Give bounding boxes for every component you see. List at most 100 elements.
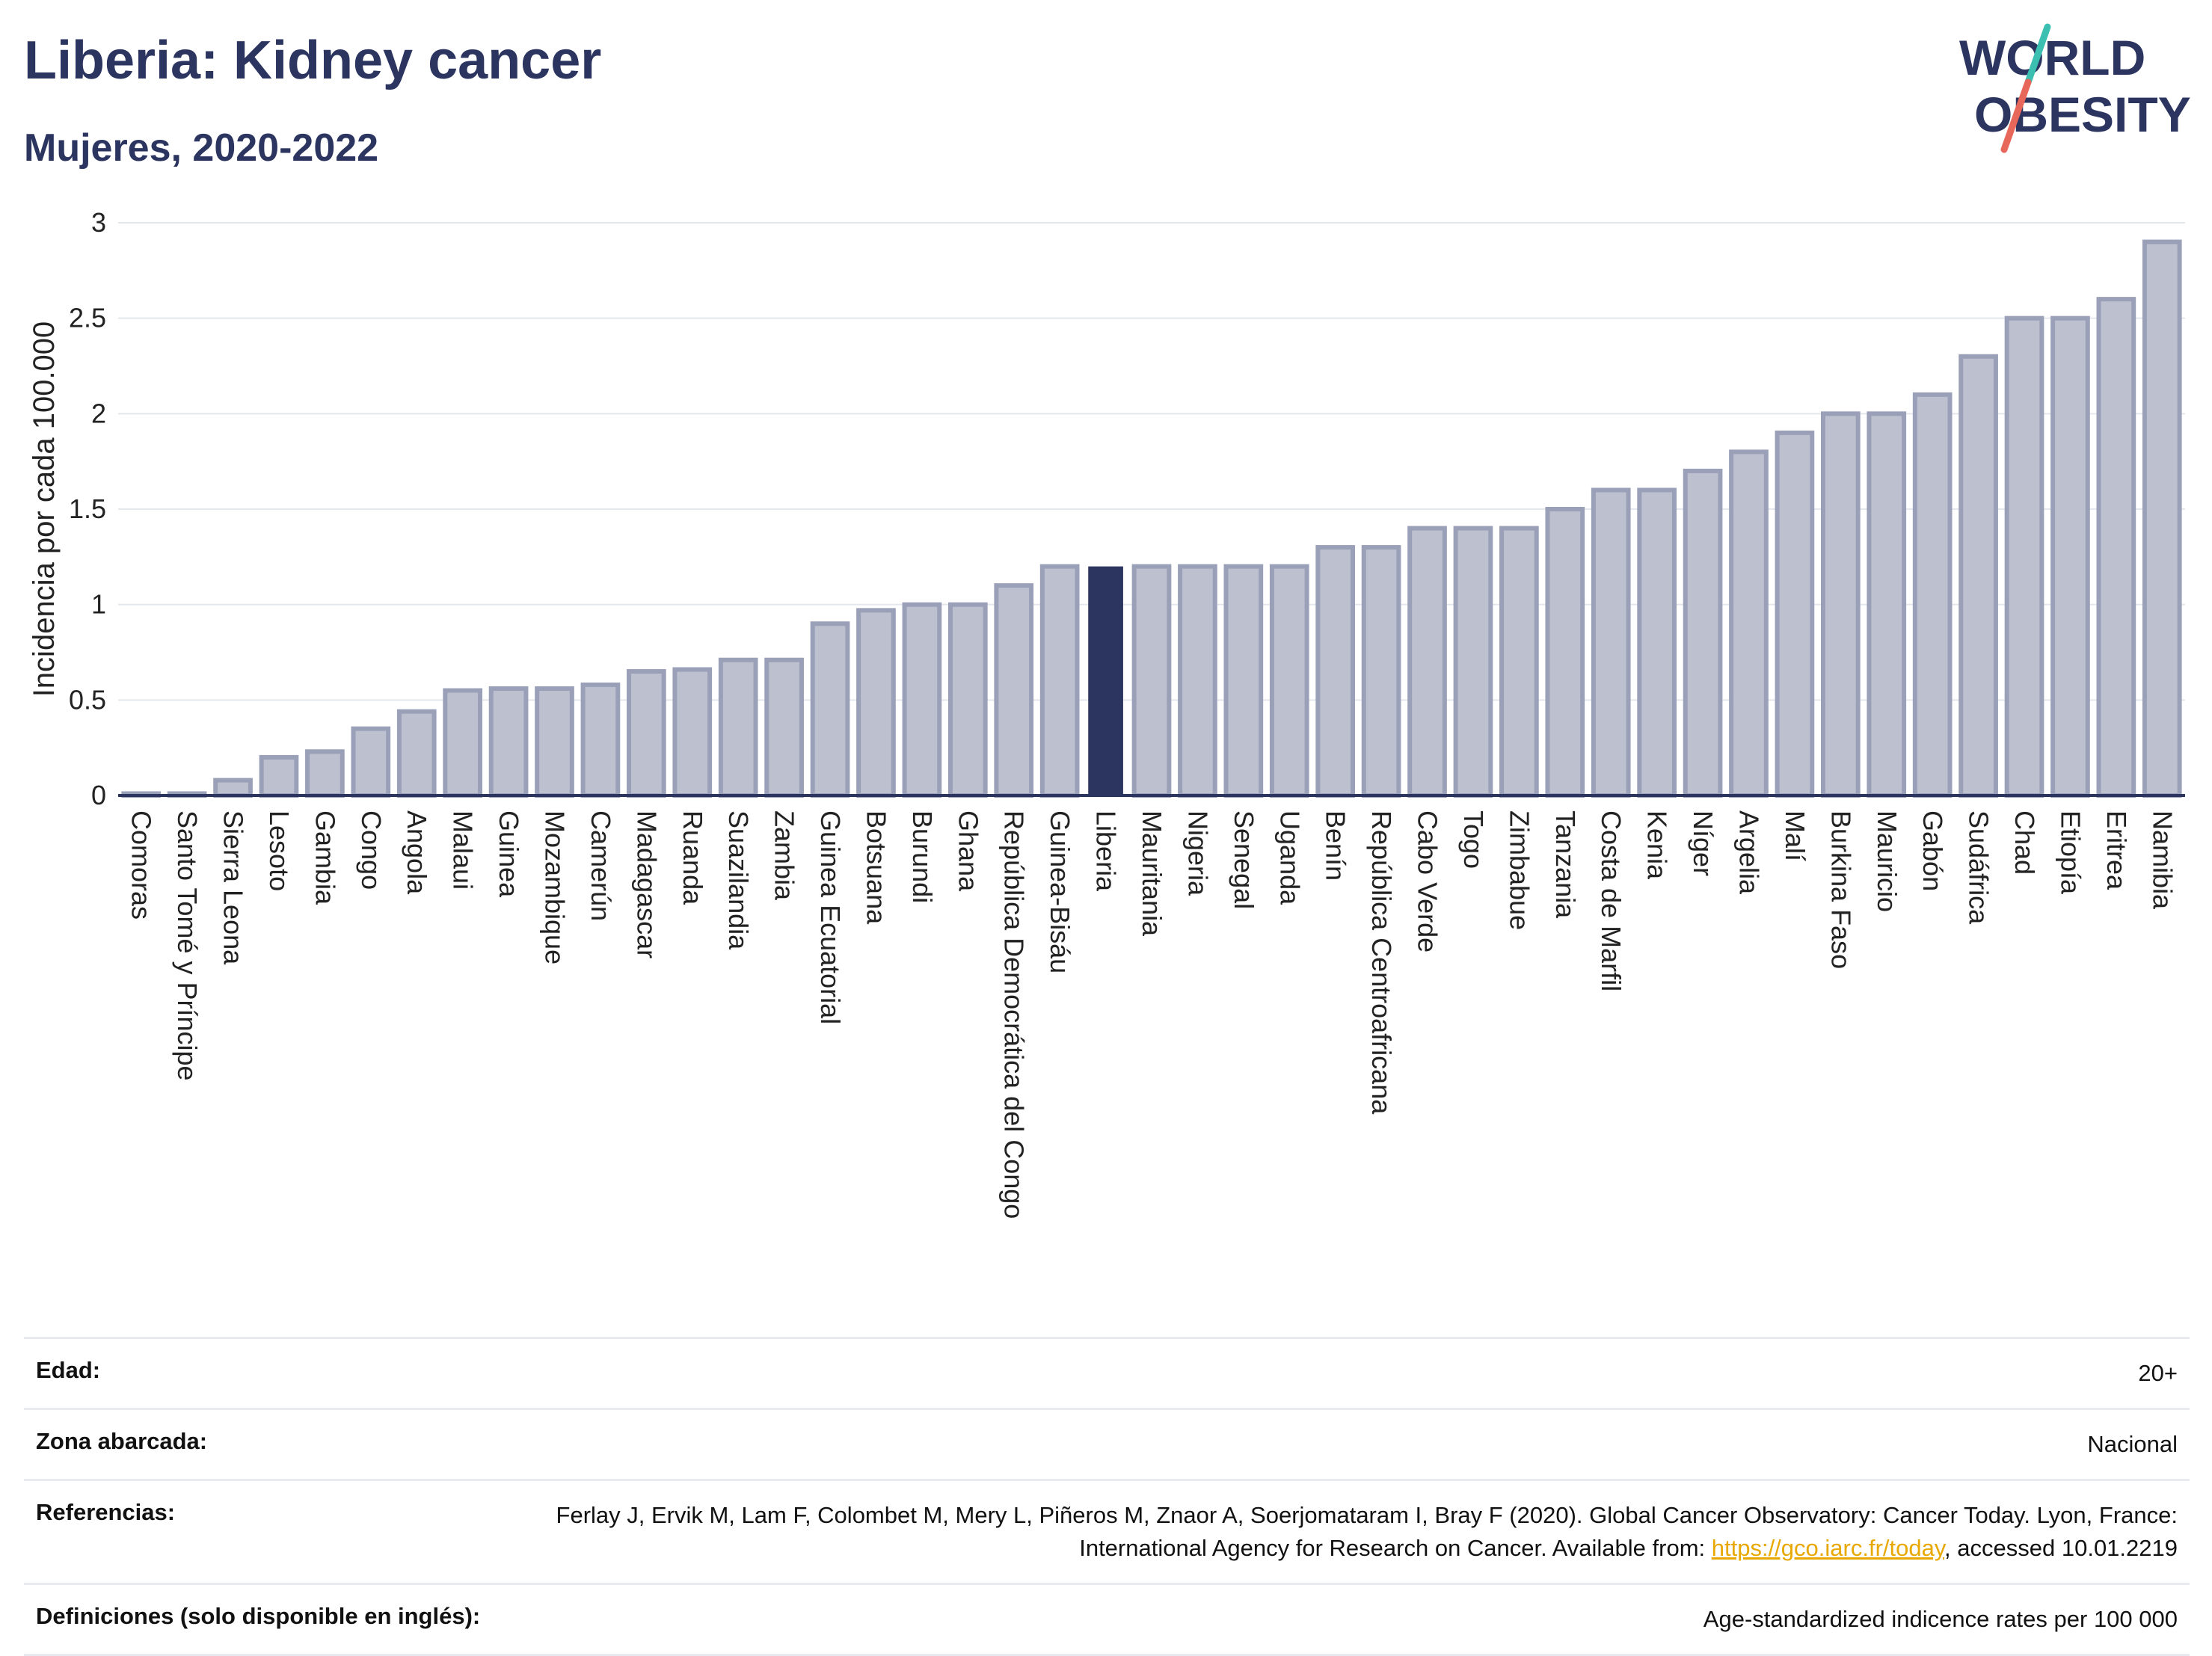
x-tick-label: Sudáfrica <box>1964 810 1994 925</box>
chart-subtitle: Mujeres, 2020-2022 <box>24 126 379 170</box>
info-value-references: Ferlay J, Ervik M, Lam F, Colombet M, Me… <box>443 1499 2178 1565</box>
bar <box>1269 564 1309 798</box>
y-tick-label: 3 <box>91 207 106 238</box>
bar <box>488 686 529 798</box>
x-tick-label: Santo Tomé y Príncipe <box>172 810 203 1081</box>
x-tick-label: Cabo Verde <box>1413 810 1443 952</box>
bar <box>396 709 437 798</box>
bar <box>305 749 345 798</box>
x-tick-label: Kenia <box>1642 810 1673 880</box>
x-tick-label: Nigeria <box>1182 810 1213 896</box>
bar <box>994 583 1034 798</box>
bar <box>2050 315 2090 798</box>
bar <box>1637 487 1677 798</box>
x-tick-label: Etiopía <box>2055 810 2086 895</box>
bar <box>1912 392 1953 798</box>
bar <box>764 657 804 798</box>
logo-slash-teal <box>2024 23 2051 86</box>
x-tick-label: Congo <box>356 810 387 890</box>
bar <box>2142 239 2182 798</box>
x-tick-label: Eritrea <box>2101 810 2132 890</box>
x-tick-label: Argelia <box>1733 810 1764 895</box>
x-tick-label: Guinea <box>494 810 524 898</box>
x-tick-label: Níger <box>1688 810 1718 876</box>
x-tick-label: Uganda <box>1274 810 1305 905</box>
x-tick-label: Camerún <box>586 810 616 921</box>
bar <box>902 602 942 798</box>
logo-word-world: WORLD <box>1959 30 2145 85</box>
bar <box>2096 297 2136 798</box>
bar <box>1499 526 1539 798</box>
x-tick-label: Chad <box>2009 810 2040 875</box>
reference-text: Ferlay J, Ervik M, Lam F, Colombet M, Me… <box>556 1502 2178 1561</box>
x-tick-label: Liberia <box>1091 810 1122 892</box>
x-tick-label: República Democrática del Congo <box>999 810 1030 1219</box>
bar <box>1820 411 1861 798</box>
x-tick-label: Gabón <box>1917 810 1948 891</box>
x-tick-label: Burundi <box>907 810 938 903</box>
info-table: Edad: 20+ Zona abarcada: Nacional Refere… <box>24 1337 2190 1656</box>
info-value-definitions: Age-standardized indicence rates per 100… <box>1703 1606 2178 1632</box>
x-tick-label: Tanzania <box>1550 810 1581 919</box>
x-tick-label: Burkina Faso <box>1825 810 1856 969</box>
x-tick-label: Malí <box>1780 810 1810 861</box>
bar <box>718 657 758 798</box>
bar <box>1591 487 1631 798</box>
info-row-area: Zona abarcada: Nacional <box>24 1408 2190 1479</box>
bar <box>1545 507 1585 798</box>
bar-chart: 0 0.5 1 1.5 2 2.5 3 Comoras Santo Tomé y Príncip… <box>28 207 2185 1219</box>
x-tick-label: Zambia <box>769 810 800 901</box>
x-tick-label: Benín <box>1321 810 1351 881</box>
y-axis-label: Incidencia por cada 100.000 <box>28 321 61 698</box>
y-tick-label: 2 <box>91 398 106 428</box>
x-tick-label: Guinea Ecuatorial <box>815 810 846 1024</box>
x-tick-label: Ruanda <box>678 810 708 905</box>
info-key-age: Edad: <box>36 1357 101 1383</box>
chart-title: Liberia: Kidney cancer <box>24 31 602 90</box>
x-tick-label: República Centroafricana <box>1366 810 1397 1115</box>
x-tick-label: Malaui <box>448 810 479 890</box>
info-key-references: Referencias: <box>36 1499 176 1525</box>
x-tick-label: Ghana <box>953 810 983 892</box>
x-tick-label: Gambia <box>310 810 340 905</box>
x-tick-label: Guinea-Bisáu <box>1045 810 1075 973</box>
bar <box>1867 411 1907 798</box>
x-tick-label: Botsuana <box>861 810 891 925</box>
bar <box>1039 564 1080 798</box>
logo-slash-coral <box>2000 79 2032 153</box>
bar <box>1453 526 1493 798</box>
x-tick-label: Suazilandia <box>723 810 754 950</box>
reference-accessed: , accessed 10.01.2219 <box>1944 1535 2178 1561</box>
x-tick-label: Zimbabue <box>1504 810 1534 930</box>
bar <box>580 682 621 798</box>
bar <box>672 667 713 798</box>
bar <box>1958 354 1998 798</box>
x-tick-label: Mozambique <box>540 810 571 964</box>
x-tick-label: Angola <box>402 810 432 895</box>
bar <box>1223 564 1264 798</box>
y-tick-label: 0.5 <box>69 684 106 715</box>
bar <box>1178 564 1217 798</box>
bar <box>1407 526 1447 798</box>
reference-link[interactable]: https://gco.iarc.fr/today <box>1711 1535 1945 1561</box>
bar <box>1683 468 1723 798</box>
bar <box>2004 315 2044 798</box>
x-tick-label: Madagascar <box>631 810 662 958</box>
bar <box>351 726 391 798</box>
bar <box>1315 545 1356 798</box>
bar <box>627 669 666 798</box>
bars <box>121 239 2182 798</box>
bar <box>947 602 988 798</box>
info-row-references: Referencias: Ferlay J, Ervik M, Lam F, C… <box>24 1479 2190 1583</box>
info-value-age: 20+ <box>2138 1360 2178 1386</box>
bar <box>1088 566 1123 795</box>
bar <box>1131 564 1172 798</box>
bar <box>259 754 299 798</box>
y-tick-label: 0 <box>91 780 106 810</box>
y-tick-label: 1 <box>91 589 106 620</box>
y-tick-label: 1.5 <box>69 493 106 524</box>
bar <box>213 778 253 798</box>
x-tick-label: Sierra Leona <box>218 810 249 965</box>
info-key-definitions: Definiciones (solo disponible en inglés)… <box>36 1603 481 1629</box>
bar <box>535 686 574 798</box>
